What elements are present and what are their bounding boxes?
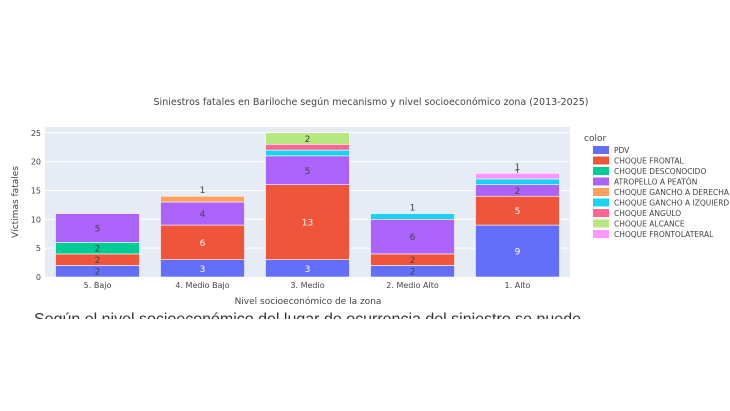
bar-value-label: 13 (302, 219, 313, 229)
y-tick-label: 15 (31, 186, 41, 195)
bar-value-label: 1 (200, 186, 206, 196)
legend-label: CHOQUE ALCANCE (614, 220, 685, 229)
legend-swatch (593, 219, 609, 228)
bar-segment[interactable] (160, 195, 245, 203)
y-tick-label: 10 (31, 215, 41, 224)
bar-value-label: 1 (410, 204, 416, 214)
legend-item[interactable]: CHOQUE ALCANCE (593, 219, 685, 229)
bar-segment[interactable] (475, 172, 560, 180)
bar-value-label: 2 (410, 256, 416, 266)
legend-label: PDV (614, 146, 630, 155)
bar-segment[interactable] (160, 224, 245, 260)
legend-title: color (584, 134, 606, 144)
legend-swatch (593, 209, 609, 217)
legend-item[interactable]: ATROPELLO A PEATÓN (593, 177, 697, 187)
x-tick-label: 3. Medio (290, 281, 324, 290)
legend-item[interactable]: PDV (593, 146, 630, 155)
legend-label: CHOQUE GANCHO A IZQUIERD (614, 199, 729, 208)
y-tick-labels: 0 5 10 15 20 25 (31, 129, 41, 282)
bars[interactable]: 222536413135112226195211 (55, 132, 560, 278)
legend-label: CHOQUE GANCHO A DERECHA (614, 188, 730, 197)
legend-item[interactable]: CHOQUE GANCHO A IZQUIERD (593, 198, 729, 208)
bar-value-label: 5 (515, 207, 521, 217)
bar-value-label: 2 (515, 187, 521, 197)
legend-item[interactable]: CHOQUE FRONTOLATERAL (593, 230, 714, 239)
legend-label: CHOQUE FRONTAL (614, 157, 684, 166)
legend-swatch (593, 146, 609, 154)
bar-segment[interactable] (475, 195, 560, 226)
bar-segment[interactable] (370, 219, 455, 255)
x-tick-label: 1. Alto (505, 281, 531, 290)
legend-swatch (593, 198, 609, 207)
x-tick-labels: 5. Bajo 4. Medio Bajo 3. Medio 2. Medio Alt… (84, 281, 531, 290)
y-tick-label: 25 (31, 129, 41, 138)
legend-swatch (593, 177, 609, 186)
bar-value-label: 5 (95, 224, 101, 234)
bar-segment[interactable] (475, 224, 560, 278)
legend-item[interactable]: CHOQUE DESCONOCIDO (593, 167, 706, 176)
bar-value-label: 3 (200, 265, 206, 275)
paragraph-text-partial: Según el nivel socioeconómico del lugar … (34, 309, 684, 319)
chart-title: Siniestros fatales en Bariloche según me… (154, 97, 589, 108)
x-axis-title: Nivel socioeconómico de la zona (235, 296, 382, 307)
legend-item[interactable]: CHOQUE GANCHO A DERECHA (593, 188, 730, 197)
bar-segment[interactable] (370, 213, 455, 220)
bar-value-label: 2 (95, 256, 101, 266)
bar-value-label: 5 (305, 167, 311, 177)
y-tick-label: 5 (36, 244, 41, 253)
legend-label: ATROPELLO A PEATÓN (614, 178, 697, 187)
bar-segment[interactable] (265, 132, 350, 145)
bar-value-label: 2 (95, 268, 101, 278)
y-tick-label: 0 (36, 273, 41, 282)
bar-segment[interactable] (265, 144, 350, 151)
legend-item[interactable]: CHOQUE ÁNGULO (593, 209, 681, 218)
y-tick-label: 20 (31, 158, 41, 167)
y-axis-title: Víctimas fatales (11, 166, 21, 238)
legend-swatch (593, 188, 609, 196)
bar-value-label: 6 (200, 239, 206, 249)
x-tick-label: 2. Medio Alto (386, 281, 439, 290)
x-tick-label: 5. Bajo (84, 281, 112, 290)
bar-value-label: 2 (305, 135, 311, 145)
legend-swatch (593, 156, 609, 165)
bar-segment[interactable] (265, 155, 350, 185)
bar-segment[interactable] (265, 184, 350, 260)
x-tick-label: 4. Medio Bajo (175, 281, 229, 290)
bar-segment[interactable] (475, 178, 560, 185)
bar-value-label: 9 (515, 248, 521, 258)
bar-value-label: 1 (515, 163, 521, 173)
legend-label: CHOQUE DESCONOCIDO (614, 167, 706, 176)
bar-segment[interactable] (55, 213, 140, 243)
bar-value-label: 3 (305, 265, 311, 275)
bar-value-label: 6 (410, 233, 416, 243)
bar-value-label: 4 (200, 210, 206, 220)
bar-value-label: 2 (95, 245, 101, 255)
legend-item[interactable]: CHOQUE FRONTAL (593, 156, 684, 166)
legend-label: CHOQUE FRONTOLATERAL (614, 230, 714, 239)
legend-swatch (593, 167, 609, 175)
bar-value-label: 2 (410, 268, 416, 278)
legend-swatch (593, 230, 609, 238)
bar-segment[interactable] (265, 149, 350, 157)
legend-label: CHOQUE ÁNGULO (614, 209, 681, 218)
